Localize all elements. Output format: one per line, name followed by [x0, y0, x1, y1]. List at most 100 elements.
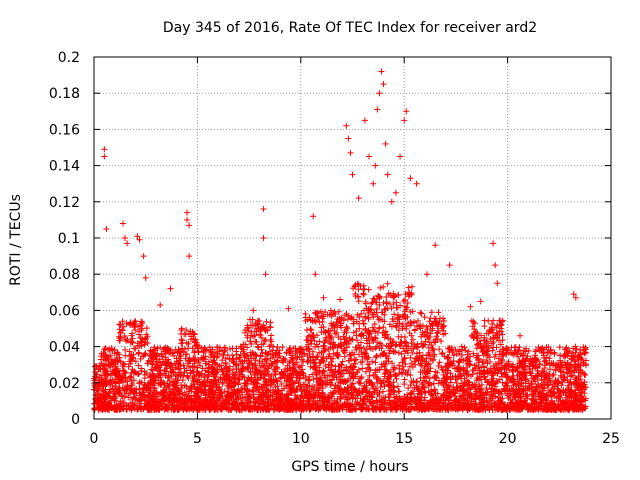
data-point — [405, 284, 412, 291]
data-point — [369, 399, 376, 406]
data-point — [428, 309, 435, 316]
data-point — [517, 393, 524, 400]
data-point — [365, 286, 372, 293]
data-point — [532, 405, 539, 412]
data-point — [222, 355, 229, 362]
data-point — [136, 386, 143, 393]
data-point — [273, 347, 280, 354]
data-point — [259, 392, 266, 399]
data-point — [483, 330, 490, 337]
data-point — [213, 354, 220, 361]
data-point — [216, 363, 223, 370]
data-point — [251, 361, 258, 368]
data-point — [225, 406, 232, 413]
data-point — [185, 363, 192, 370]
data-point — [353, 318, 360, 325]
data-point — [424, 351, 431, 358]
data-point — [487, 368, 494, 375]
data-point — [233, 396, 240, 403]
data-point — [139, 319, 146, 326]
data-point — [360, 345, 367, 352]
data-point — [390, 366, 397, 373]
data-point — [143, 331, 150, 338]
data-point — [419, 352, 426, 359]
data-point — [436, 346, 443, 353]
data-point — [427, 399, 434, 406]
data-point — [327, 307, 334, 314]
data-point — [570, 380, 577, 387]
data-point — [154, 390, 161, 397]
data-point — [462, 381, 469, 388]
data-point — [255, 387, 262, 394]
data-point — [338, 362, 345, 369]
data-point — [300, 406, 307, 413]
data-point — [230, 383, 237, 390]
data-point — [480, 337, 487, 344]
data-point — [573, 395, 580, 402]
data-point — [250, 395, 257, 402]
data-point — [374, 391, 381, 398]
data-point — [145, 380, 152, 387]
data-point — [560, 389, 567, 396]
data-point — [175, 366, 182, 373]
data-point — [106, 346, 113, 353]
data-point — [362, 298, 369, 305]
data-point — [278, 368, 285, 375]
data-point — [353, 401, 360, 408]
data-point — [529, 391, 536, 398]
data-point — [356, 375, 363, 382]
data-point — [466, 392, 473, 399]
data-point — [531, 352, 538, 359]
data-point — [128, 406, 135, 413]
data-point — [492, 401, 499, 408]
data-point — [363, 387, 370, 394]
data-point — [369, 345, 376, 352]
data-point — [362, 349, 369, 356]
data-point — [515, 353, 522, 360]
data-point — [481, 363, 488, 370]
data-point — [532, 378, 539, 385]
data-point — [306, 351, 313, 358]
data-point — [283, 406, 290, 413]
data-point — [157, 344, 164, 351]
data-point — [131, 345, 138, 352]
data-point — [395, 312, 402, 319]
data-point — [369, 358, 376, 365]
data-point — [325, 361, 332, 368]
data-point — [284, 365, 291, 372]
data-point — [109, 347, 116, 354]
data-point — [151, 344, 158, 351]
data-point — [97, 396, 104, 403]
data-point — [510, 366, 517, 373]
data-point — [391, 311, 398, 318]
data-point — [431, 386, 438, 393]
data-point — [390, 318, 397, 325]
data-point — [401, 355, 408, 362]
data-point — [383, 294, 390, 301]
data-point — [509, 403, 516, 410]
data-point — [468, 398, 475, 405]
data-point — [258, 346, 265, 353]
data-point — [256, 331, 263, 338]
data-point — [457, 403, 464, 410]
data-point — [338, 370, 345, 377]
data-point — [257, 353, 264, 360]
data-point — [543, 396, 550, 403]
data-point — [280, 396, 287, 403]
data-point — [475, 355, 482, 362]
data-point — [580, 347, 587, 354]
data-point — [498, 322, 505, 329]
data-point — [389, 339, 396, 346]
data-point — [291, 361, 298, 368]
data-point — [376, 406, 383, 413]
data-point — [138, 327, 145, 334]
data-point — [328, 322, 335, 329]
data-point — [245, 355, 252, 362]
data-point — [206, 387, 213, 394]
data-point — [236, 376, 243, 383]
data-point — [487, 358, 494, 365]
data-point — [357, 359, 364, 366]
data-point — [192, 403, 199, 410]
data-point — [381, 399, 388, 406]
data-point — [183, 351, 190, 358]
